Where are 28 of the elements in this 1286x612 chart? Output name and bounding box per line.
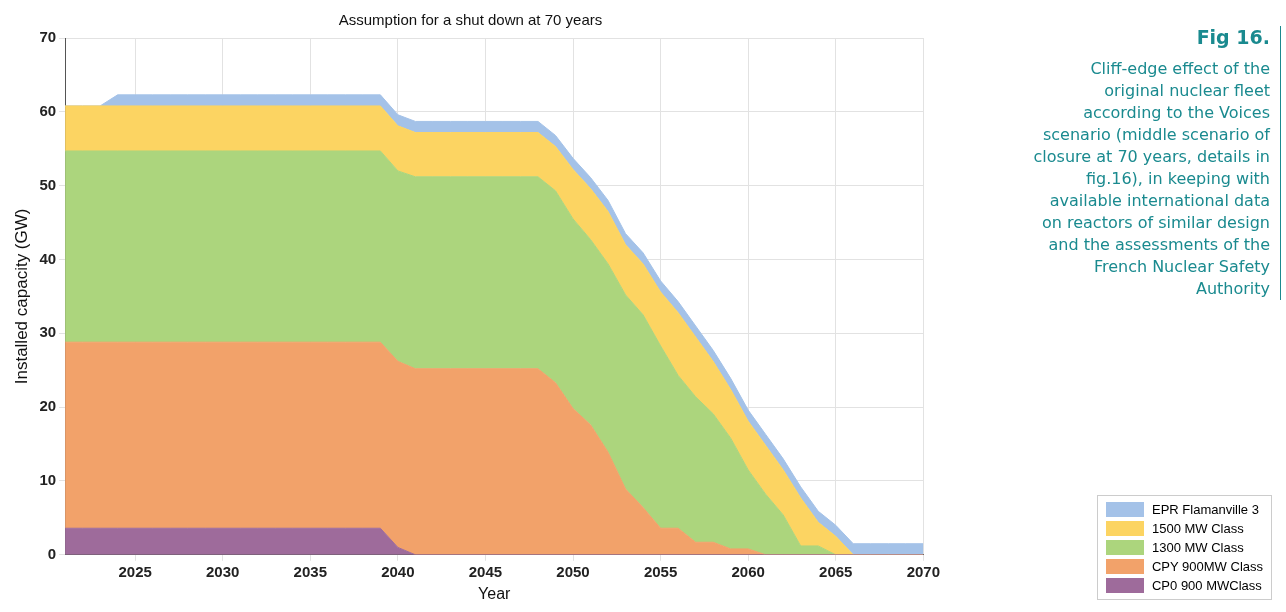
x-axis-title: Year xyxy=(478,584,512,602)
legend-label: CP0 900 MWClass xyxy=(1151,578,1262,593)
x-tick-label: 2070 xyxy=(906,562,940,580)
y-tick-label: 10 xyxy=(39,471,57,489)
x-tick-label: 2055 xyxy=(643,562,678,580)
x-tick-label: 2045 xyxy=(468,562,503,580)
x-tick-label: 2040 xyxy=(381,562,415,580)
legend-label: EPR Flamanville 3 xyxy=(1151,502,1259,517)
y-tick-label: 70 xyxy=(39,28,57,46)
y-tick-label: 30 xyxy=(39,323,57,341)
x-tick-label: 2060 xyxy=(731,562,765,580)
legend-label: 1500 MW Class xyxy=(1151,521,1244,536)
legend-label: 1300 MW Class xyxy=(1151,540,1244,555)
y-axis-title: Installed capacity (GW) xyxy=(11,208,31,385)
y-tick-label: 0 xyxy=(47,544,57,562)
y-tick-label: 40 xyxy=(39,249,57,267)
x-tick-label: 2050 xyxy=(556,562,590,580)
caption: Fig 16. xyxy=(1195,26,1270,48)
x-tick-label: 2030 xyxy=(206,562,240,580)
legend-label: CPY 900MW Class xyxy=(1151,559,1263,574)
x-tick-label: 2035 xyxy=(293,562,327,580)
x-tick-label: 2065 xyxy=(819,562,853,580)
x-tick-label: 2025 xyxy=(118,562,152,580)
y-tick-label: 50 xyxy=(39,175,57,193)
y-tick-label: 20 xyxy=(39,397,57,415)
text: Cliff-edge effect of the original nuclear fleet according to the Voices scenario (middle scenario of closure at 70 years, details in fig.16), in keeping with available international data on reactors of similar design and the assessments of the French Nuclear Safety Authority xyxy=(1033,59,1270,298)
chart-title: Assumption for a shut down at 70 years xyxy=(338,11,603,29)
y-tick-label: 60 xyxy=(39,101,57,119)
